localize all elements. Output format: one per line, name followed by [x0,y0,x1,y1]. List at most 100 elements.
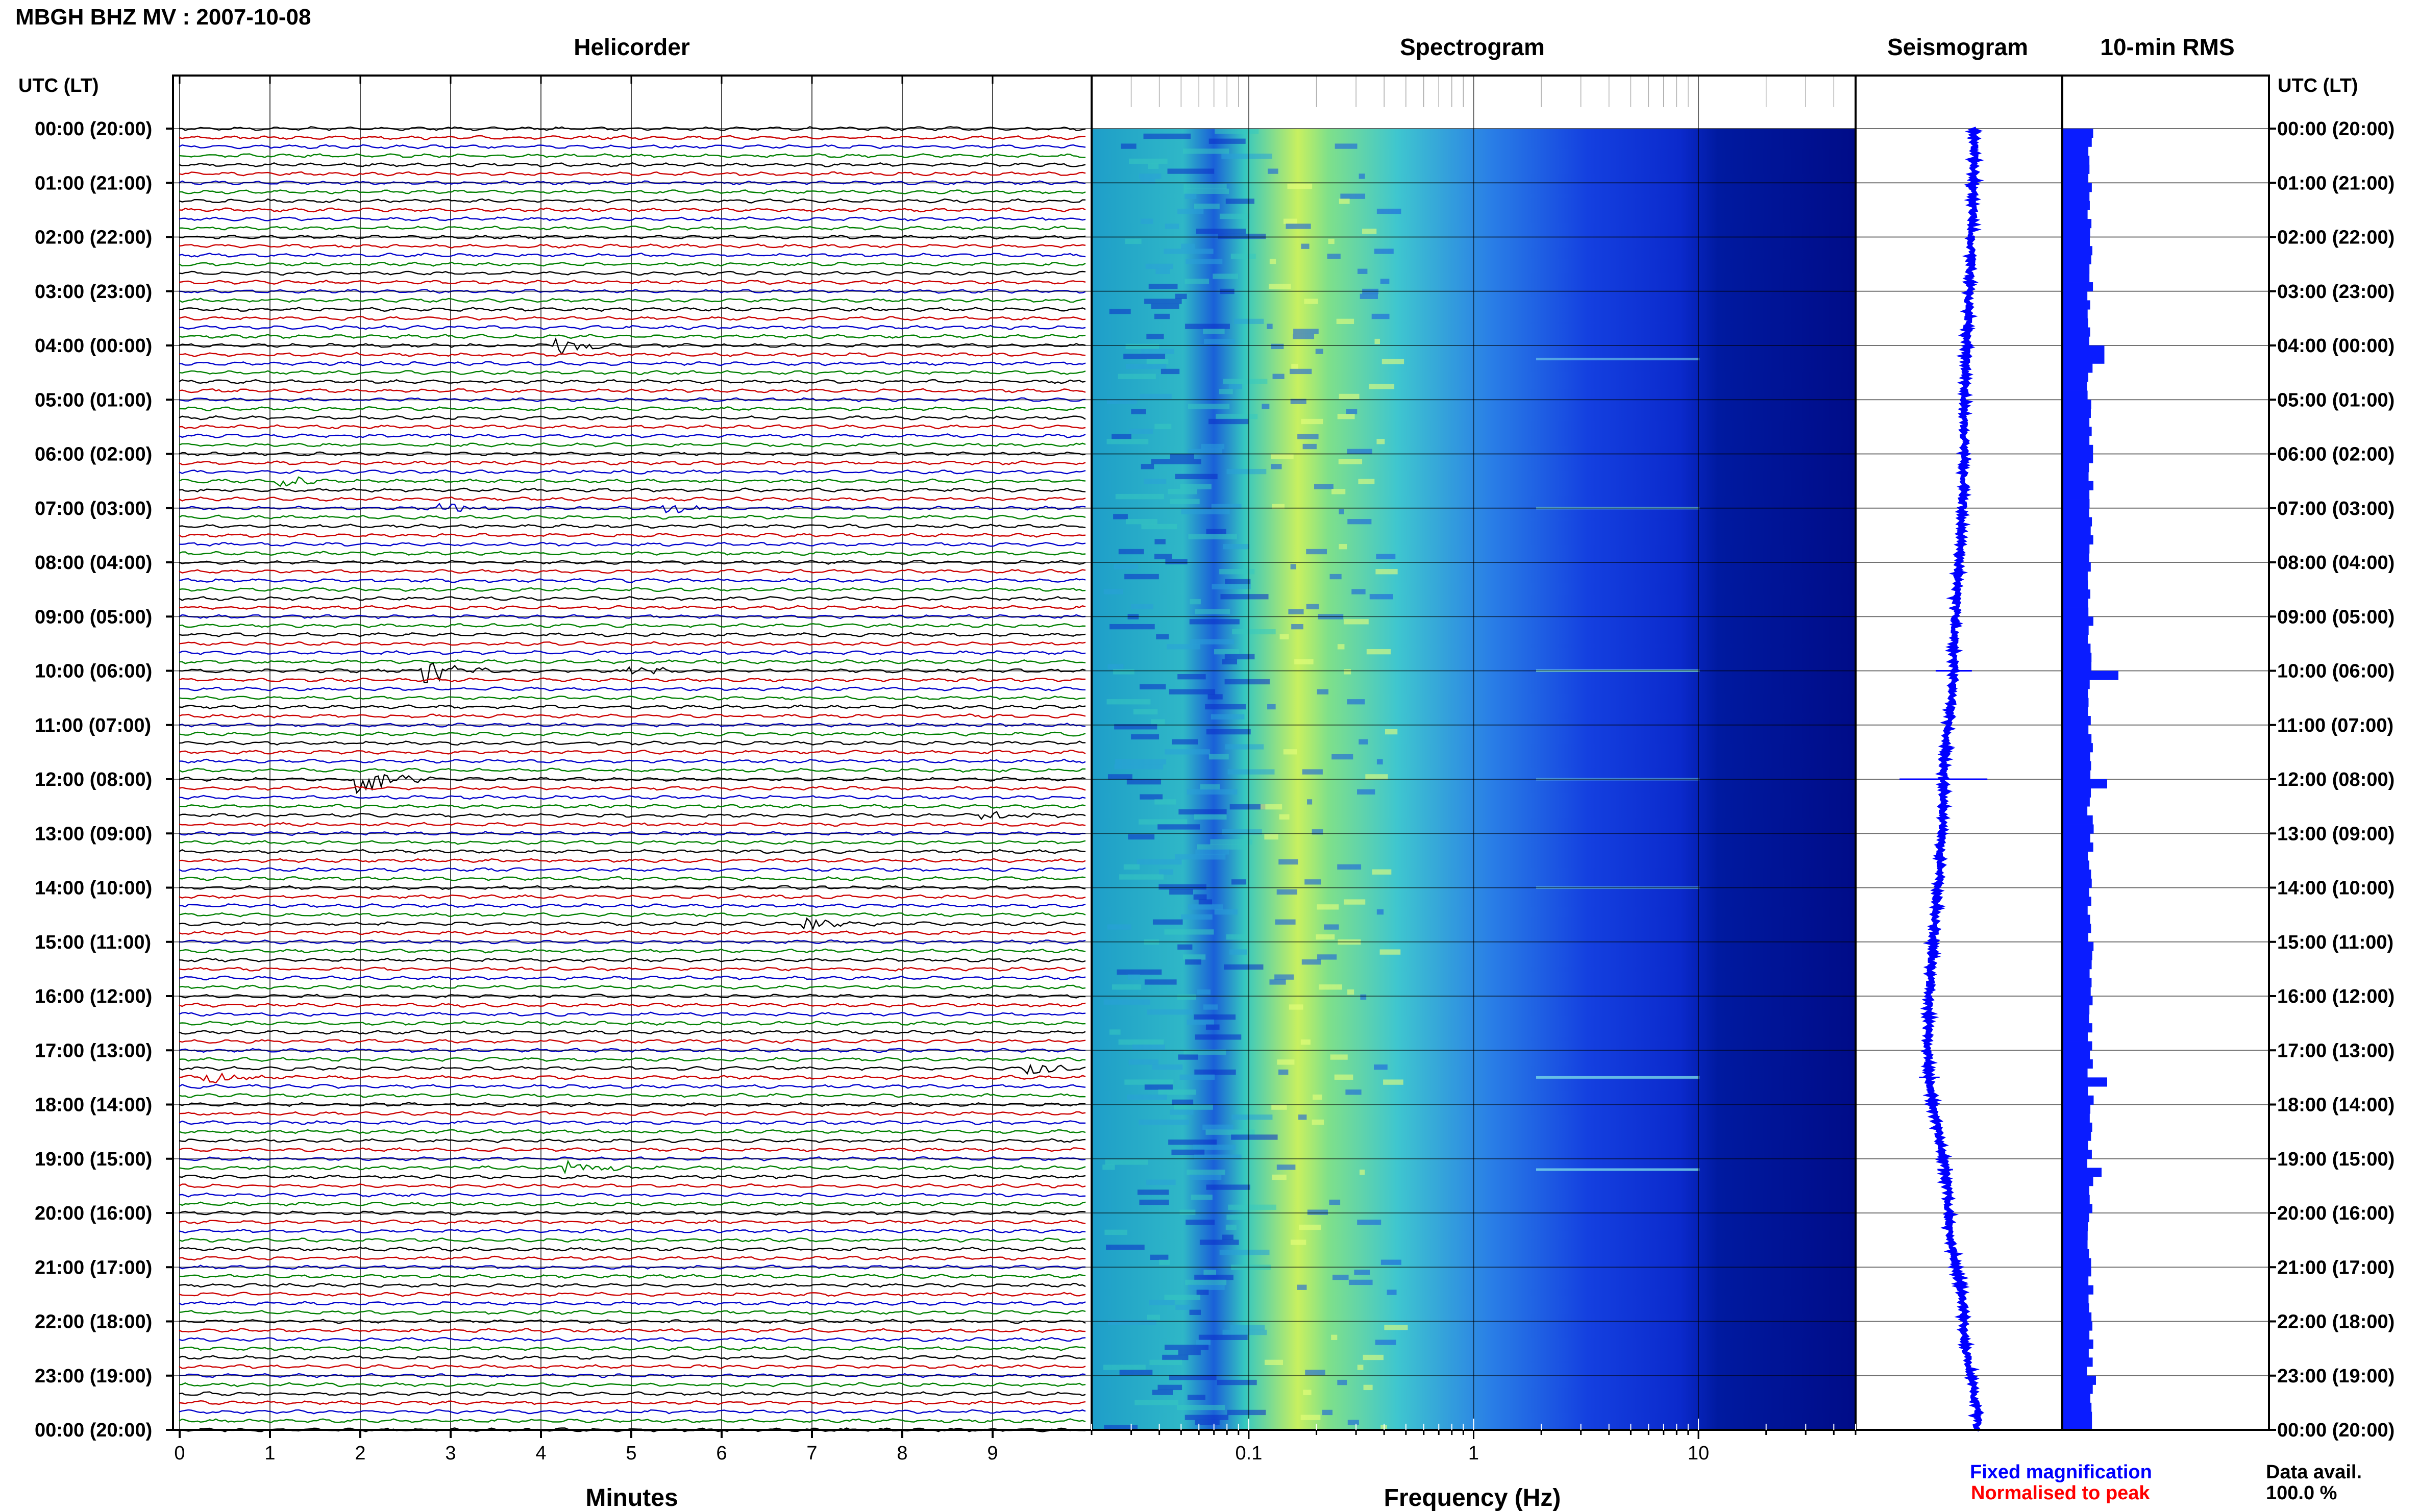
helicorder-trace-line [179,713,1086,718]
seismogram-plot [1899,127,1988,1432]
spectrogram-row-cell [1347,1420,1359,1425]
spectrogram-row-cell [1334,1074,1353,1080]
spectrogram-row-cell [1276,889,1297,895]
helicorder-trace-line [179,811,1086,821]
time-tick-label-left: 08:00 (04:00) [35,552,152,574]
helicorder-trace-line [179,415,1086,420]
helicorder-trace-line [179,1391,1086,1397]
spectrogram-row-cell [1306,604,1319,610]
spectrogram-row-cell [1178,1054,1198,1060]
rms-bar [2062,390,2088,400]
rms-bar [2062,472,2089,482]
rms-bar [2062,770,2091,780]
frequency-tick-label: 1 [1468,1443,1479,1464]
rms-bar [2062,1050,2090,1060]
helicorder-trace-line [179,695,1086,701]
rms-bar [2062,1095,2094,1105]
spectrogram-row-cell [1154,313,1170,319]
rms-bar [2062,571,2088,581]
spectrogram-row-cell [1357,789,1375,795]
spectrogram-row-cell [1374,338,1380,344]
helicorder-trace-line [179,894,1086,900]
rms-bar [2062,933,2088,943]
helicorder-trace-line [179,1072,1086,1084]
spectrogram-row-cell [1272,374,1285,379]
helicorder-trace-line [179,261,1086,267]
spectrogram-row-cell [1339,544,1347,550]
spectrogram-row-cell [1347,699,1365,705]
rms-bar [2062,887,2089,897]
rms-bar [2062,327,2090,337]
helicorder-trace-line [179,994,1086,999]
spectrogram-row-cell [1371,313,1390,319]
rms-bar [2062,562,2091,572]
rms-bar [2062,996,2093,1006]
spectrogram-row-cell [1375,569,1398,575]
spectrogram-row-cell [1194,1274,1233,1280]
spectrogram-row-cell [1314,484,1334,489]
time-tick-label-right: 06:00 (02:00) [2277,444,2395,465]
rms-bar [2062,454,2093,463]
minute-tick-label: 9 [987,1443,998,1464]
spectrogram-row-cell [1208,418,1249,425]
spectrogram-row-cell [1230,254,1256,259]
time-tick-label-right: 08:00 (04:00) [2277,552,2395,574]
rms-bar [2062,345,2105,355]
spectrogram-row-cell [1283,749,1297,755]
time-tick-label-right: 18:00 (14:00) [2277,1095,2395,1116]
spectrogram-row-cell [1297,1284,1307,1290]
spectrogram-row-cell [1165,749,1210,755]
helicorder-trace-line [179,623,1086,628]
helicorder-trace-line [179,858,1086,863]
spectrogram-row-cell [1170,1109,1194,1115]
rms-bar [2062,146,2089,156]
rms-bar [2062,1285,2093,1295]
spectrogram-row-cell [1183,148,1229,154]
spectrogram-row-cell [1184,193,1197,199]
rms-bar [2062,481,2094,490]
rms-bar [2062,444,2093,454]
spectrogram-row-cell [1298,1114,1307,1120]
spectrogram-row-cell [1130,604,1153,610]
spectrogram-row-cell [1175,1304,1191,1310]
spectrogram-row-cell [1146,334,1164,339]
rms-bar [2062,1104,2091,1114]
spectrogram-row-cell [1354,1270,1370,1275]
rms-bar [2062,878,2092,888]
spectrogram-row-cell [1121,143,1137,149]
spectrogram-row-cell [1115,759,1167,765]
rms-bar [2062,1258,2091,1268]
spectrogram-row-cell [1195,1420,1220,1425]
spectrogram-row-cell [1347,519,1372,525]
rms-bar [2062,870,2091,879]
time-tick-label-left: 07:00 (03:00) [35,498,152,519]
spectrogram-row-cell [1339,509,1344,514]
spectrogram-row-cell [1375,1340,1396,1345]
time-tick-label-left: 00:00 (20:00) [35,118,152,140]
rms-bar [2062,924,2091,933]
minute-tick-label: 1 [264,1443,275,1464]
spectrogram-row-cell [1272,1174,1287,1180]
helicorder-trace-line [179,171,1086,177]
helicorder-trace-line [179,917,1086,931]
time-tick-labels-left: 00:00 (20:00) 01:00 (21:00) 02:00 (22:00) 0… [35,118,152,1441]
helicorder-trace-line [179,1038,1086,1044]
spectrogram-row-cell [1183,183,1227,189]
helicorder-trace-line [179,1029,1086,1035]
rms-bar [2062,490,2090,500]
spectrogram-row-cell [1140,349,1174,354]
helicorder-trace-line [179,315,1086,321]
rms-bar [2062,688,2088,699]
helicorder-trace-line [179,740,1085,746]
time-tick-label-right: 14:00 (10:00) [2277,878,2395,899]
spectrogram-row-cell [1139,173,1162,179]
minute-tick-label: 4 [535,1443,546,1464]
helicorder-trace-line [179,1228,1086,1234]
spectrogram-row-cell [1224,654,1255,660]
helicorder-trace-line [179,1063,1086,1075]
rms-bar [2062,535,2093,544]
spectrogram-row-cell [1270,464,1282,469]
helicorder-trace-line [179,662,1086,683]
spectrogram-row-cell [1327,254,1341,259]
rms-header: 10-min RMS [2100,34,2234,60]
